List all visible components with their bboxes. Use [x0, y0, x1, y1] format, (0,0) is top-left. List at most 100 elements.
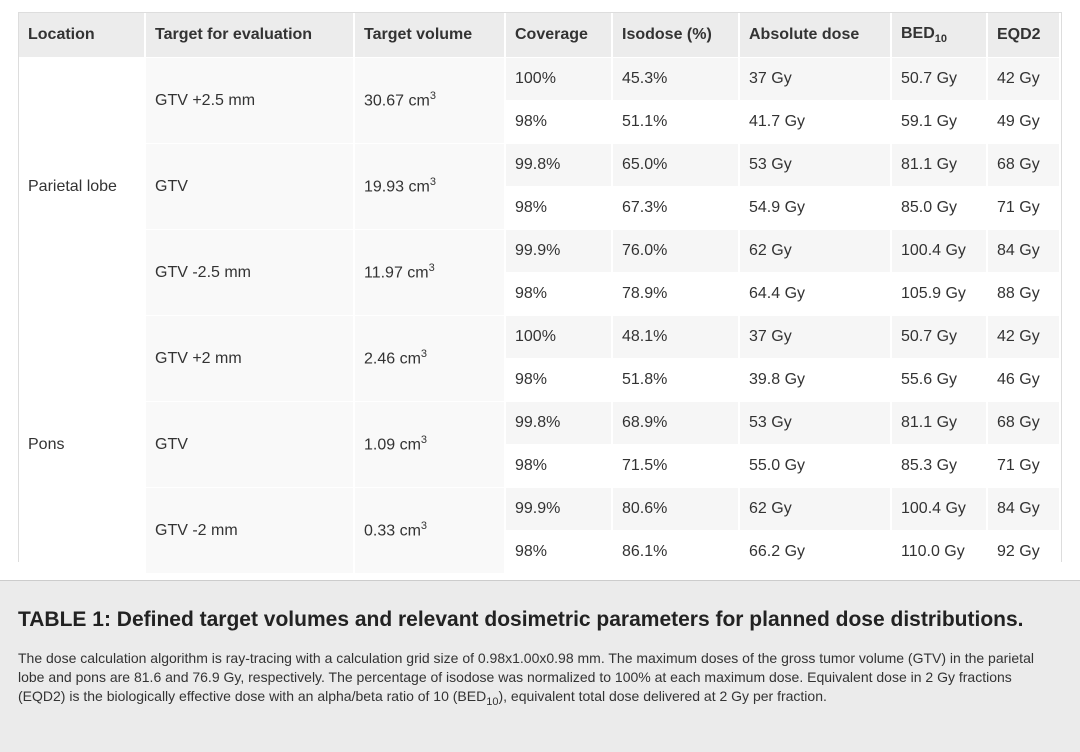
- column-header: Isodose (%): [612, 13, 740, 58]
- data-cell: 88 Gy: [987, 272, 1061, 316]
- data-cell: 86.1%: [612, 530, 740, 573]
- data-cell: 54.9 Gy: [739, 186, 892, 230]
- data-cell: 68.9%: [612, 401, 740, 445]
- data-cell: 62 Gy: [739, 229, 892, 273]
- header-text: Isodose (%): [622, 26, 712, 43]
- caption-subscript: 10: [486, 695, 499, 708]
- data-cell: 110.0 Gy: [891, 530, 988, 573]
- table-body: Parietal lobe GTV +2.5 mm 30.67 cm3 100% 45.…: [19, 57, 1061, 573]
- table-row: Pons GTV +2 mm 2.46 cm3 100% 48.1% 37 Gy 50.7 …: [19, 315, 1061, 573]
- data-cell: 48.1%: [612, 315, 740, 359]
- data-cell: 84 Gy: [987, 229, 1061, 273]
- data-cell: 66.2 Gy: [739, 530, 892, 573]
- volume-cell: 19.93 cm3: [354, 143, 506, 230]
- data-cell: 100%: [505, 315, 613, 359]
- data-cell: 55.0 Gy: [739, 444, 892, 488]
- data-cell: 46 Gy: [987, 358, 1061, 402]
- data-cell: 51.1%: [612, 100, 740, 144]
- column-header: Location: [19, 13, 146, 58]
- column-header: BED10: [891, 13, 988, 58]
- volume-superscript: 3: [420, 348, 428, 361]
- caption-text-part: ), equivalent total dose delivered at 2 …: [498, 688, 827, 704]
- volume-superscript: 3: [420, 434, 428, 447]
- column-header: EQD2: [987, 13, 1061, 58]
- header-text: EQD2: [997, 26, 1041, 43]
- data-cell: 42 Gy: [987, 57, 1061, 101]
- data-cell: 71 Gy: [987, 444, 1061, 488]
- data-cell: 76.0%: [612, 229, 740, 273]
- target-cell: GTV +2.5 mm: [145, 57, 355, 144]
- data-cell: 98%: [505, 272, 613, 316]
- column-header: Target volume: [354, 13, 506, 58]
- data-cell: 45.3%: [612, 57, 740, 101]
- dose-table: Location Target for evaluation Target volu…: [19, 13, 1061, 573]
- header-text: BED: [901, 24, 935, 42]
- data-cell: 98%: [505, 358, 613, 402]
- data-cell: 53 Gy: [739, 143, 892, 187]
- data-cell: 92 Gy: [987, 530, 1061, 573]
- data-cell: 41.7 Gy: [739, 100, 892, 144]
- data-cell: 37 Gy: [739, 315, 892, 359]
- volume-cell: 1.09 cm3: [354, 401, 506, 488]
- table-row: 98% 51.8% 39.8 Gy 55.6 Gy 46 Gy: [19, 358, 1061, 402]
- data-cell: 98%: [505, 100, 613, 144]
- volume-cell: 0.33 cm3: [354, 487, 506, 573]
- data-cell: 59.1 Gy: [891, 100, 988, 144]
- data-cell: 81.1 Gy: [891, 143, 988, 187]
- caption: TABLE 1: Defined target volumes and rele…: [0, 580, 1080, 752]
- data-cell: 80.6%: [612, 487, 740, 531]
- data-cell: 99.8%: [505, 143, 613, 187]
- location-cell: Pons: [19, 315, 146, 573]
- volume-superscript: 3: [429, 176, 436, 189]
- data-cell: 37 Gy: [739, 57, 892, 101]
- data-cell: 55.6 Gy: [891, 358, 988, 402]
- data-cell: 105.9 Gy: [891, 272, 988, 316]
- data-cell: 50.7 Gy: [891, 57, 988, 101]
- data-cell: 68 Gy: [987, 401, 1061, 445]
- data-cell: 100.4 Gy: [891, 229, 988, 273]
- target-cell: GTV: [145, 143, 355, 230]
- volume-superscript: 3: [428, 262, 435, 275]
- column-header: Absolute dose: [739, 13, 892, 58]
- volume-superscript: 3: [420, 520, 428, 533]
- data-cell: 81.1 Gy: [891, 401, 988, 445]
- data-cell: 62 Gy: [739, 487, 892, 531]
- header-text: Location: [28, 26, 95, 43]
- column-header: Coverage: [505, 13, 613, 58]
- volume-text: 11.97 cm: [364, 264, 429, 282]
- caption-title: TABLE 1: Defined target volumes and rele…: [18, 608, 1024, 631]
- volume-text: 19.93 cm: [364, 178, 430, 196]
- volume-text: 2.46 cm: [364, 350, 421, 368]
- table-row: GTV -2.5 mm 11.97 cm3 99.9% 76.0% 62 Gy 100.4…: [19, 229, 1061, 316]
- table-row: GTV -2 mm 0.33 cm3 99.9% 80.6% 62 Gy 100.4 Gy…: [19, 487, 1061, 573]
- header-text: Coverage: [515, 26, 588, 43]
- header-subscript: 10: [934, 33, 948, 46]
- volume-text: 30.67 cm: [364, 92, 430, 110]
- target-cell: GTV: [145, 401, 355, 488]
- column-header: Target for evaluation: [145, 13, 355, 58]
- table-row: 98% 51.1% 41.7 Gy 59.1 Gy 49 Gy: [19, 100, 1061, 144]
- target-cell: GTV +2 mm: [145, 315, 355, 402]
- table-row: 98% 67.3% 54.9 Gy 85.0 Gy 71 Gy: [19, 186, 1061, 230]
- data-cell: 64.4 Gy: [739, 272, 892, 316]
- header-text: Target volume: [364, 26, 473, 43]
- volume-text: 0.33 cm: [364, 522, 421, 540]
- location-cell: Parietal lobe: [19, 57, 146, 316]
- volume-cell: 30.67 cm3: [354, 57, 506, 144]
- data-cell: 98%: [505, 530, 613, 573]
- table-container: Location Target for evaluation Target volu…: [18, 12, 1062, 573]
- data-cell: 85.0 Gy: [891, 186, 988, 230]
- data-cell: 100%: [505, 57, 613, 101]
- data-cell: 49 Gy: [987, 100, 1061, 144]
- table-row: GTV 1.09 cm3 99.8% 68.9% 53 Gy 81.1 Gy 68 Gy: [19, 401, 1061, 488]
- data-cell: 39.8 Gy: [739, 358, 892, 402]
- volume-cell: 2.46 cm3: [354, 315, 506, 402]
- target-cell: GTV -2.5 mm: [145, 229, 355, 316]
- data-cell: 99.9%: [505, 487, 613, 531]
- data-cell: 53 Gy: [739, 401, 892, 445]
- data-cell: 65.0%: [612, 143, 740, 187]
- data-cell: 50.7 Gy: [891, 315, 988, 359]
- volume-text: 1.09 cm: [364, 436, 421, 454]
- table-row: GTV 19.93 cm3 99.8% 65.0% 53 Gy 81.1 Gy 68 Gy: [19, 143, 1061, 230]
